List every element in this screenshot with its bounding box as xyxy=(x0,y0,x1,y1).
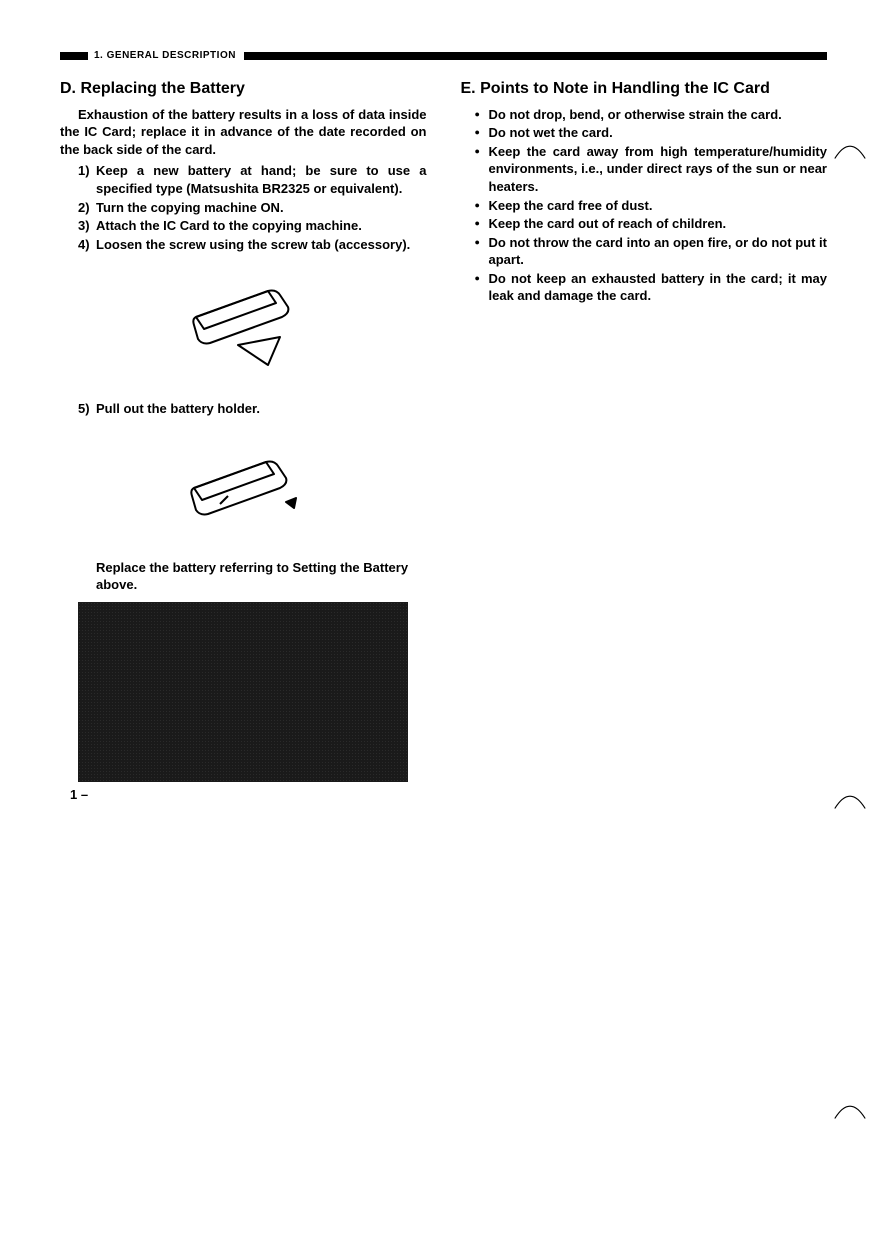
step-5: 5)Pull out the battery holder. xyxy=(78,400,427,418)
step-1: 1)Keep a new battery at hand; be sure to… xyxy=(78,162,427,197)
two-column-layout: D. Replacing the Battery Exhaustion of t… xyxy=(60,79,827,782)
section-d-intro: Exhaustion of the battery results in a l… xyxy=(60,106,427,159)
bullet-text: Keep the card away from high temperature… xyxy=(489,144,828,194)
redacted-figure xyxy=(78,602,408,782)
bullet-6: Do not throw the card into an open fire,… xyxy=(475,234,828,269)
bullet-3: Keep the card away from high temperature… xyxy=(475,143,828,196)
step-text: Turn the copying machine ON. xyxy=(96,200,284,215)
step-3: 3)Attach the IC Card to the copying mach… xyxy=(78,217,427,235)
page: 1. GENERAL DESCRIPTION D. Replacing the … xyxy=(0,0,887,842)
header-rule-left xyxy=(60,52,88,60)
bullet-4: Keep the card free of dust. xyxy=(475,197,828,215)
section-d-heading: D. Replacing the Battery xyxy=(60,79,427,100)
right-column: E. Points to Note in Handling the IC Car… xyxy=(461,79,828,306)
chapter-header: 1. GENERAL DESCRIPTION xyxy=(60,50,827,61)
page-number: 1 – xyxy=(70,787,88,802)
bullet-2: Do not wet the card. xyxy=(475,124,828,142)
bullet-text: Do not wet the card. xyxy=(489,125,613,140)
step-2: 2)Turn the copying machine ON. xyxy=(78,199,427,217)
page-curl-icon xyxy=(831,780,869,818)
section-d-steps: 1)Keep a new battery at hand; be sure to… xyxy=(60,162,427,253)
bullet-text: Do not keep an exhausted battery in the … xyxy=(489,271,828,304)
figure-card-and-tab xyxy=(60,281,427,376)
figure-battery-holder xyxy=(60,446,427,531)
bullet-7: Do not keep an exhausted battery in the … xyxy=(475,270,828,305)
bullet-5: Keep the card out of reach of children. xyxy=(475,215,828,233)
step-text: Keep a new battery at hand; be sure to u… xyxy=(96,163,427,196)
step-6: Replace the battery referring to Setting… xyxy=(88,559,427,594)
step-text: Replace the battery referring to Setting… xyxy=(96,560,408,593)
bullet-text: Keep the card free of dust. xyxy=(489,198,653,213)
header-rule-right xyxy=(244,52,827,60)
step-4: 4)Loosen the screw using the screw tab (… xyxy=(78,236,427,254)
page-curl-icon xyxy=(831,1090,869,1128)
section-e-bullets: Do not drop, bend, or otherwise strain t… xyxy=(461,106,828,305)
bullet-text: Do not drop, bend, or otherwise strain t… xyxy=(489,107,782,122)
bullet-1: Do not drop, bend, or otherwise strain t… xyxy=(475,106,828,124)
page-curl-icon xyxy=(831,130,869,168)
card-tab-icon xyxy=(168,281,318,371)
bullet-text: Keep the card out of reach of children. xyxy=(489,216,727,231)
section-e-heading: E. Points to Note in Handling the IC Car… xyxy=(461,79,828,100)
chapter-title: 1. GENERAL DESCRIPTION xyxy=(94,50,236,61)
left-column: D. Replacing the Battery Exhaustion of t… xyxy=(60,79,427,782)
step-text: Pull out the battery holder. xyxy=(96,401,260,416)
step-text: Loosen the screw using the screw tab (ac… xyxy=(96,237,410,252)
bullet-text: Do not throw the card into an open fire,… xyxy=(489,235,828,268)
holder-icon xyxy=(168,446,318,526)
step-text: Attach the IC Card to the copying machin… xyxy=(96,218,362,233)
